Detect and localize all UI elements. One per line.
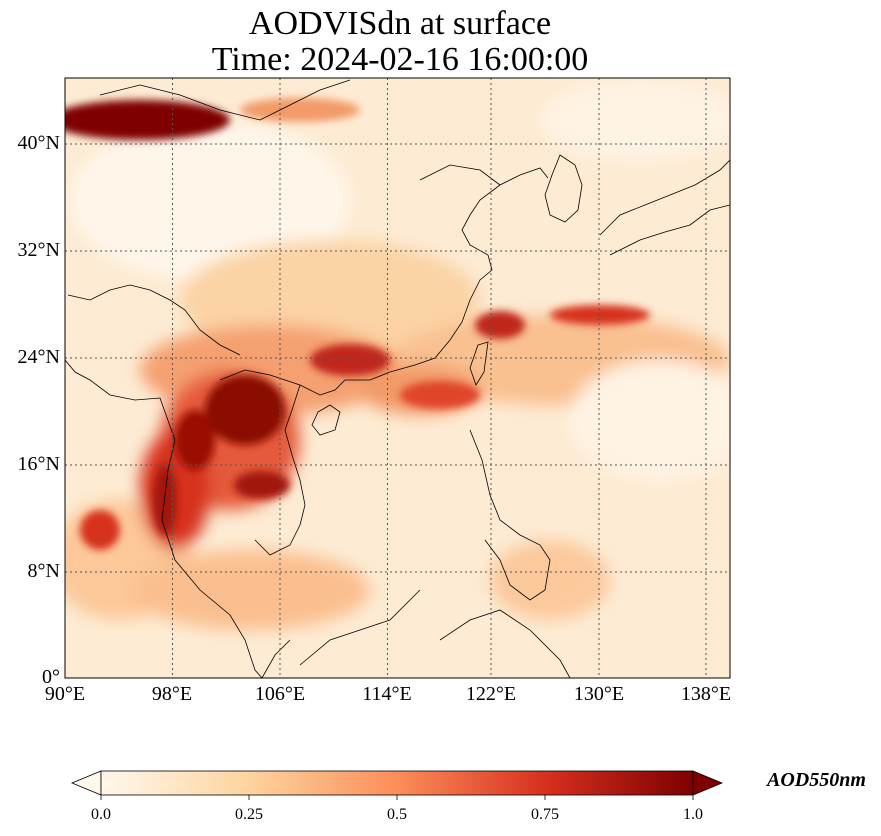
lon-tick-label: 114°E [362, 683, 412, 705]
colorbar-min-extend [70, 770, 102, 796]
colorbar-bar [100, 770, 694, 796]
lon-tick-label: 130°E [573, 683, 625, 705]
colorbar-label: AOD550nm [767, 769, 866, 791]
colorbar-max-extend [692, 770, 724, 796]
colorbar-tick-label: 0.75 [531, 806, 559, 823]
lat-tick-label: 0° [42, 666, 60, 688]
map-time-subtitle: Time: 2024-02-16 16:00:00 [211, 41, 589, 78]
lon-tick-label: 122°E [465, 683, 517, 705]
colorbar [70, 770, 724, 800]
map-title: AODVISdn at surface [248, 5, 552, 42]
colorbar-tick-label: 1.0 [683, 806, 703, 823]
lat-tick-label: 40°N [17, 132, 60, 154]
gridlines [65, 78, 730, 678]
lon-tick-label: 138°E [680, 683, 732, 705]
lon-tick-label: 98°E [151, 683, 193, 705]
lat-tick-label: 8°N [27, 560, 60, 582]
lat-tick-label: 32°N [17, 239, 60, 261]
colorbar-tick-label: 0.25 [235, 806, 263, 823]
coastlines [65, 78, 730, 678]
colorbar-ticks [100, 795, 694, 800]
map-frame [64, 77, 731, 679]
lat-tick-label: 24°N [17, 346, 60, 368]
lat-tick-label: 16°N [17, 453, 60, 475]
colorbar-tick-label: 0.0 [91, 806, 111, 823]
colorbar-tick-label: 0.5 [387, 806, 407, 823]
lon-tick-label: 106°E [254, 683, 306, 705]
lon-tick-label: 90°E [44, 683, 86, 705]
aod-field [65, 78, 730, 678]
